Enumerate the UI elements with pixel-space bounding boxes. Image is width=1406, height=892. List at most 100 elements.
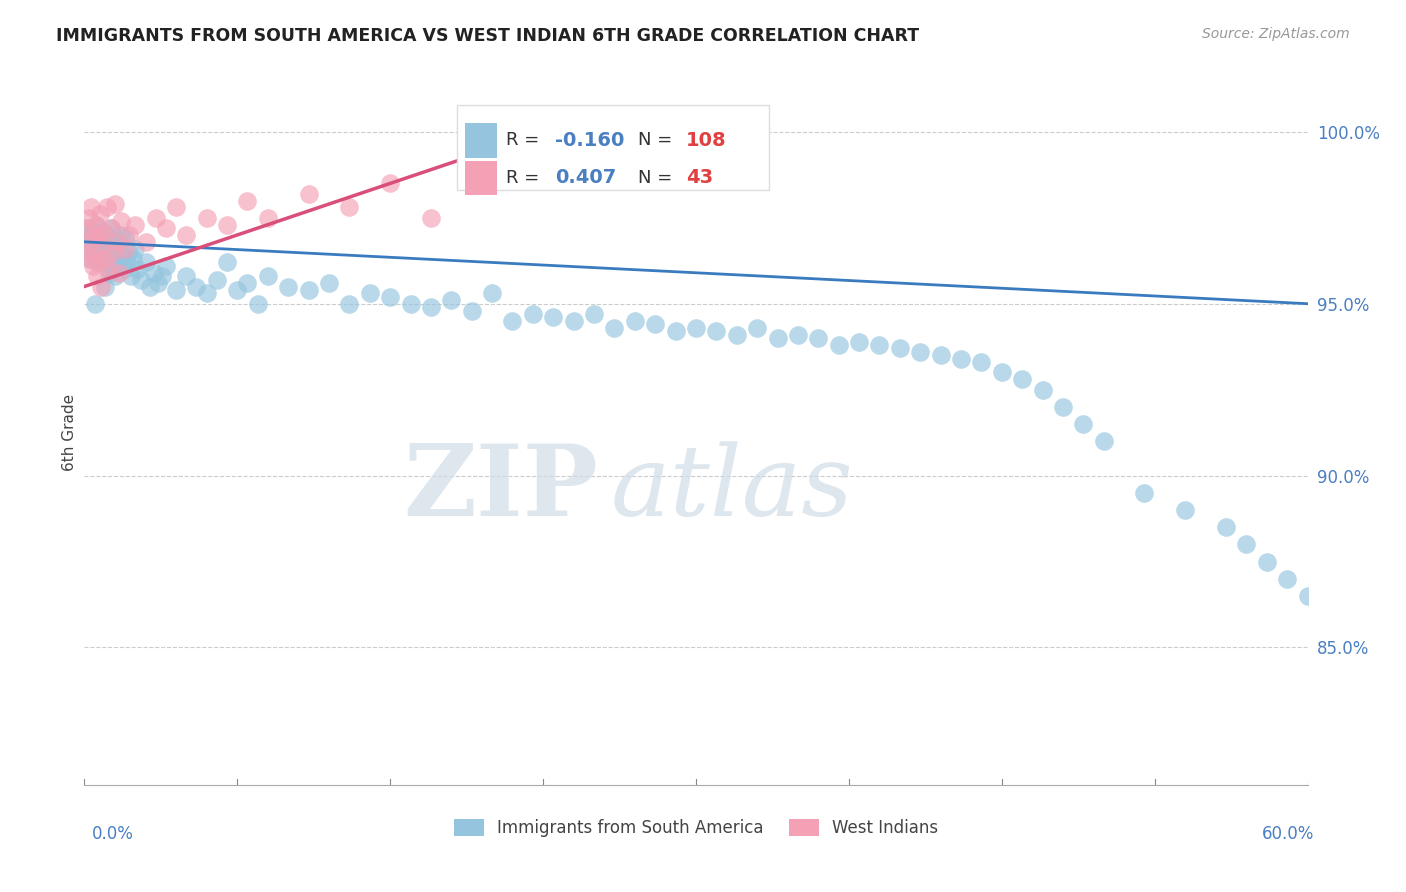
Point [481, 142, 503, 156]
Point [124, 242, 146, 256]
Text: IMMIGRANTS FROM SOUTH AMERICA VS WEST INDIAN 6TH GRADE CORRELATION CHART: IMMIGRANTS FROM SOUTH AMERICA VS WEST IN… [56, 27, 920, 45]
Point [1032, 383, 1054, 397]
Point [685, 320, 707, 334]
Point [90, 242, 112, 256]
Point [91, 225, 114, 239]
Point [97, 266, 120, 280]
Point [1296, 589, 1319, 603]
Point [87, 231, 110, 245]
Text: 43: 43 [686, 168, 713, 187]
Point [440, 293, 463, 308]
Text: 0.407: 0.407 [555, 168, 617, 187]
Point [93, 245, 115, 260]
FancyBboxPatch shape [457, 105, 769, 189]
Point [77, 245, 100, 260]
Point [86, 231, 108, 245]
Point [706, 324, 728, 338]
Point [83, 227, 105, 242]
Point [807, 331, 830, 345]
Point [603, 320, 626, 334]
Point [1174, 503, 1197, 517]
Point [1133, 485, 1156, 500]
Point [461, 303, 484, 318]
Point [100, 249, 122, 263]
Point [86, 269, 108, 284]
Point [399, 296, 422, 310]
Point [910, 344, 932, 359]
Text: -0.160: -0.160 [555, 130, 624, 150]
Point [165, 201, 187, 215]
Point [217, 255, 239, 269]
Point [135, 235, 157, 249]
Point [277, 279, 299, 293]
Point [100, 221, 122, 235]
Point [1011, 372, 1033, 386]
Point [112, 249, 135, 263]
Point [77, 235, 100, 249]
Point [93, 225, 115, 239]
Point [131, 273, 153, 287]
Point [787, 327, 810, 342]
Point [869, 338, 891, 352]
Point [205, 273, 228, 287]
Point [127, 262, 149, 277]
Point [101, 262, 124, 277]
Point [76, 221, 98, 235]
Legend: Immigrants from South America, West Indians: Immigrants from South America, West Indi… [447, 812, 945, 844]
Point [298, 186, 321, 201]
Point [104, 197, 127, 211]
Point [82, 225, 104, 239]
Point [174, 227, 197, 242]
Point [236, 194, 259, 208]
Text: 0.0%: 0.0% [91, 825, 134, 843]
Text: 108: 108 [686, 130, 727, 150]
Point [420, 300, 443, 314]
Point [76, 221, 98, 235]
Point [84, 218, 107, 232]
Point [828, 338, 851, 352]
Point [108, 266, 131, 280]
Point [380, 177, 402, 191]
Point [105, 245, 128, 260]
Point [236, 276, 259, 290]
FancyBboxPatch shape [465, 161, 496, 195]
Point [79, 211, 101, 225]
Point [502, 314, 524, 328]
Point [118, 245, 141, 260]
Point [257, 269, 280, 284]
Point [96, 201, 118, 215]
Point [339, 201, 361, 215]
Point [104, 252, 127, 266]
Point [83, 238, 105, 252]
Point [725, 327, 748, 342]
Point [79, 252, 101, 266]
Point [155, 259, 177, 273]
Point [80, 201, 103, 215]
Point [1277, 572, 1299, 586]
Point [86, 255, 108, 269]
Point [1236, 537, 1258, 551]
Point [100, 221, 122, 235]
Point [318, 276, 340, 290]
Point [115, 255, 138, 269]
Point [83, 245, 105, 260]
Text: N =: N = [638, 169, 672, 186]
Point [174, 269, 197, 284]
Point [93, 252, 115, 266]
Point [110, 214, 132, 228]
Point [150, 269, 173, 284]
Point [298, 283, 321, 297]
Point [420, 211, 443, 225]
Point [89, 207, 111, 221]
Text: atlas: atlas [610, 442, 853, 537]
Point [1256, 555, 1278, 569]
Point [83, 249, 105, 263]
Point [583, 307, 606, 321]
Point [80, 252, 103, 266]
Point [889, 342, 911, 356]
Point [929, 348, 952, 362]
Point [186, 279, 208, 293]
Point [114, 231, 136, 245]
Text: R =: R = [506, 131, 540, 149]
Point [522, 307, 544, 321]
